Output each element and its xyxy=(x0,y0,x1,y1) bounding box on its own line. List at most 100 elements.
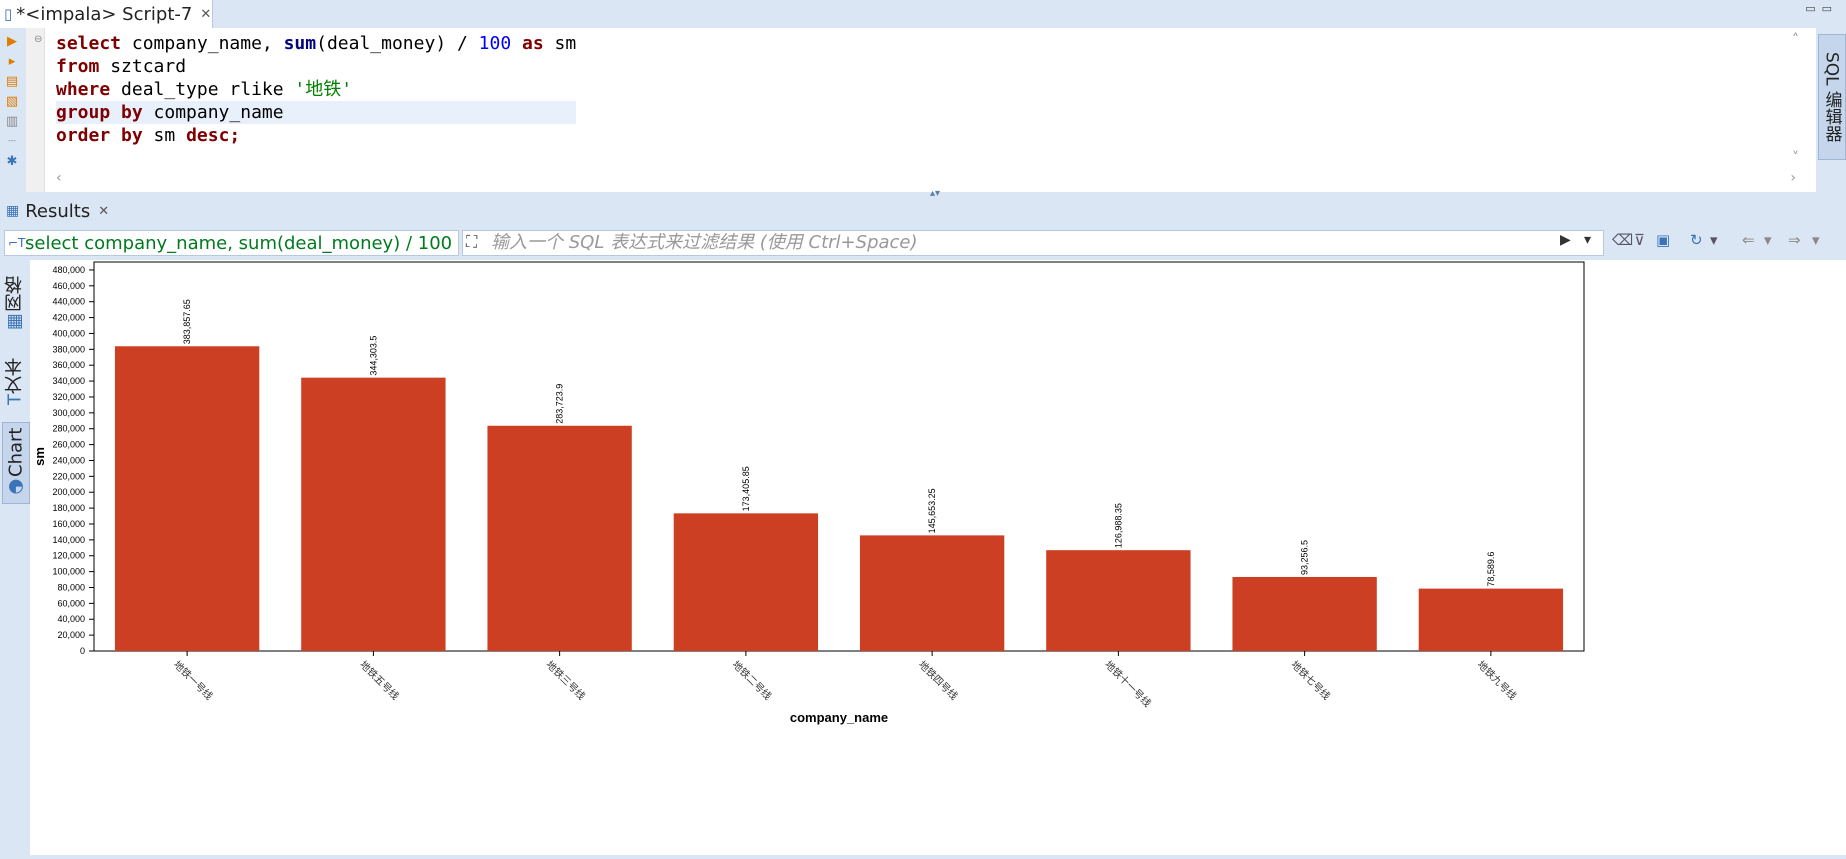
tab-grid[interactable]: ▦ 网格 xyxy=(4,276,26,334)
x-tick-label: 地铁五号线 xyxy=(357,658,402,703)
sql-token: desc xyxy=(186,125,230,146)
execute-script-icon[interactable]: ▤ xyxy=(5,74,19,89)
sql-line[interactable]: where deal_type rlike '地铁' xyxy=(56,78,576,101)
sql-token: where xyxy=(56,79,111,100)
refresh-dropdown-icon[interactable]: ▾ xyxy=(1710,231,1718,249)
back-icon[interactable]: ⇐ xyxy=(1742,231,1755,249)
x-tick-label: 地铁三号线 xyxy=(544,658,589,703)
query-icon: ⌐T xyxy=(8,236,26,250)
sql-line[interactable]: group by company_name xyxy=(56,101,577,124)
pie-chart-icon: ◕ xyxy=(5,477,27,499)
x-axis-label: company_name xyxy=(790,710,888,725)
fold-icon[interactable]: ⊖ xyxy=(34,34,43,45)
minimize-icon[interactable]: ▭ xyxy=(1805,2,1822,15)
back-dropdown-icon[interactable]: ▾ xyxy=(1764,231,1772,249)
y-tick-label: 280,000 xyxy=(52,424,85,434)
sql-code[interactable]: select company_name, sum(deal_money) / 1… xyxy=(56,32,577,147)
refresh-icon[interactable]: ↻ xyxy=(1690,231,1703,249)
expand-icon[interactable]: ⛶ xyxy=(466,232,478,251)
sql-line[interactable]: order by sm desc; xyxy=(56,124,576,147)
execute-script-new-tab-icon[interactable]: ▧ xyxy=(5,94,19,109)
restore-icon[interactable]: ▭ xyxy=(1821,2,1838,15)
bar xyxy=(673,513,819,651)
bar-value-label: 383,857.65 xyxy=(182,299,192,344)
y-tick-label: 180,000 xyxy=(52,503,85,513)
x-tick-label: 地铁七号线 xyxy=(1289,658,1334,703)
status-strip xyxy=(0,855,1846,859)
sql-editor[interactable]: ⊖ select company_name, sum(deal_money) /… xyxy=(26,28,1816,192)
results-tab-label: Results xyxy=(25,200,91,222)
x-tick-label: 地铁九号线 xyxy=(1475,658,1520,703)
sql-token: group by xyxy=(56,102,143,123)
sql-token: company_name, xyxy=(121,33,284,54)
sql-token xyxy=(511,33,522,54)
y-tick-label: 100,000 xyxy=(52,567,85,577)
script-file-icon: ▯ xyxy=(4,5,13,23)
clear-filter-icon[interactable]: ⌫ xyxy=(1612,231,1634,249)
forward-dropdown-icon[interactable]: ▾ xyxy=(1812,231,1820,249)
execute-in-new-tab-icon[interactable]: ▸ xyxy=(8,54,16,69)
close-icon[interactable]: ✕ xyxy=(98,203,110,219)
sql-token: sm xyxy=(142,125,187,146)
chart-panel: 0 20,000 40,000 60,000 80,000 100,000 120,000 1… xyxy=(30,260,1846,859)
filter-history-dropdown-icon[interactable]: ▾ xyxy=(1584,232,1592,248)
bar-value-label: 78,589.6 xyxy=(1486,552,1496,587)
y-tick-label: 0 xyxy=(80,646,85,656)
explain-plan-icon[interactable]: ▥ xyxy=(5,114,19,129)
apply-filter-icon[interactable]: ▶ xyxy=(1560,232,1571,248)
editor-tab-script[interactable]: ▯ *<impala> Script-7 ✕ xyxy=(0,0,213,28)
filter-expression-input[interactable]: 输入一个 SQL 表达式来过滤结果 (使用 Ctrl+Space) xyxy=(462,230,1604,256)
bar xyxy=(1046,550,1191,651)
editor-tab-title: *<impala> Script-7 xyxy=(16,3,193,25)
y-tick-label: 220,000 xyxy=(52,471,85,481)
sql-line[interactable]: select company_name, sum(deal_money) / 1… xyxy=(56,32,576,55)
tab-chart[interactable]: ◕ Chart xyxy=(2,422,30,504)
sql-token: (deal_money) / xyxy=(316,33,479,54)
grid-icon: ▦ xyxy=(4,312,26,334)
editor-gutter xyxy=(26,28,45,192)
scroll-down-icon[interactable]: ˅ xyxy=(1792,150,1799,166)
sql-token: sm xyxy=(543,33,577,54)
bar-value-label: 145,653.25 xyxy=(927,488,937,533)
scroll-up-icon[interactable]: ˄ xyxy=(1792,32,1799,48)
y-tick-label: 380,000 xyxy=(52,344,85,354)
y-tick-label: 420,000 xyxy=(52,313,85,323)
sql-token: select xyxy=(56,33,122,54)
bar-value-label: 344,303.5 xyxy=(368,336,378,376)
sql-token: as xyxy=(522,33,544,54)
sql-token: 100 xyxy=(478,33,512,54)
tab-text[interactable]: T 文本 xyxy=(4,358,26,406)
window-controls[interactable]: ▭▭ xyxy=(1805,2,1838,15)
editor-tab-bar xyxy=(0,0,1846,29)
y-tick-label: 400,000 xyxy=(52,328,85,338)
bar-value-label: 173,405.85 xyxy=(741,466,751,511)
forward-icon[interactable]: ⇒ xyxy=(1788,231,1801,249)
x-tick-label: 地铁十一号线 xyxy=(1102,658,1154,710)
results-view-tabs: ▦ 网格 T 文本 ◕ Chart xyxy=(0,260,30,859)
execute-statement-icon[interactable]: ▶ xyxy=(7,34,17,49)
results-tab[interactable]: ▦ Results ✕ xyxy=(0,196,109,226)
settings-gear-icon[interactable]: ✱ xyxy=(6,154,18,169)
scroll-left-icon[interactable]: ‹ xyxy=(56,170,62,186)
y-tick-label: 440,000 xyxy=(52,297,85,307)
editor-vertical-scrollbar[interactable]: ˄ ˅ xyxy=(1792,32,1806,172)
filter-settings-icon[interactable]: ⊽ xyxy=(1634,231,1645,249)
active-query-text[interactable]: select company_name, sum(deal_money) / 1… xyxy=(4,230,459,256)
y-tick-label: 200,000 xyxy=(52,487,85,497)
save-filter-icon[interactable]: ▣ xyxy=(1656,231,1671,249)
scroll-right-icon[interactable]: › xyxy=(1790,170,1796,186)
y-tick-label: 60,000 xyxy=(57,598,85,608)
results-header xyxy=(0,196,1846,226)
separator-icon: ┄ xyxy=(8,134,16,149)
sql-token: sum xyxy=(283,33,317,54)
x-tick-label: 地铁四号线 xyxy=(916,658,961,703)
splitter-handle-icon[interactable]: ▴▾ xyxy=(930,188,941,199)
editor-horizontal-scrollbar[interactable]: ‹ › xyxy=(56,170,1796,186)
close-icon[interactable]: ✕ xyxy=(200,6,212,22)
y-tick-label: 300,000 xyxy=(52,408,85,418)
sql-editor-side-tab[interactable]: SQL 编辑器 xyxy=(1818,34,1846,160)
y-tick-label: 480,000 xyxy=(52,265,85,275)
sql-line[interactable]: from sztcard xyxy=(56,55,576,78)
sql-token: deal_type rlike xyxy=(110,79,295,100)
y-tick-label: 260,000 xyxy=(52,440,85,450)
